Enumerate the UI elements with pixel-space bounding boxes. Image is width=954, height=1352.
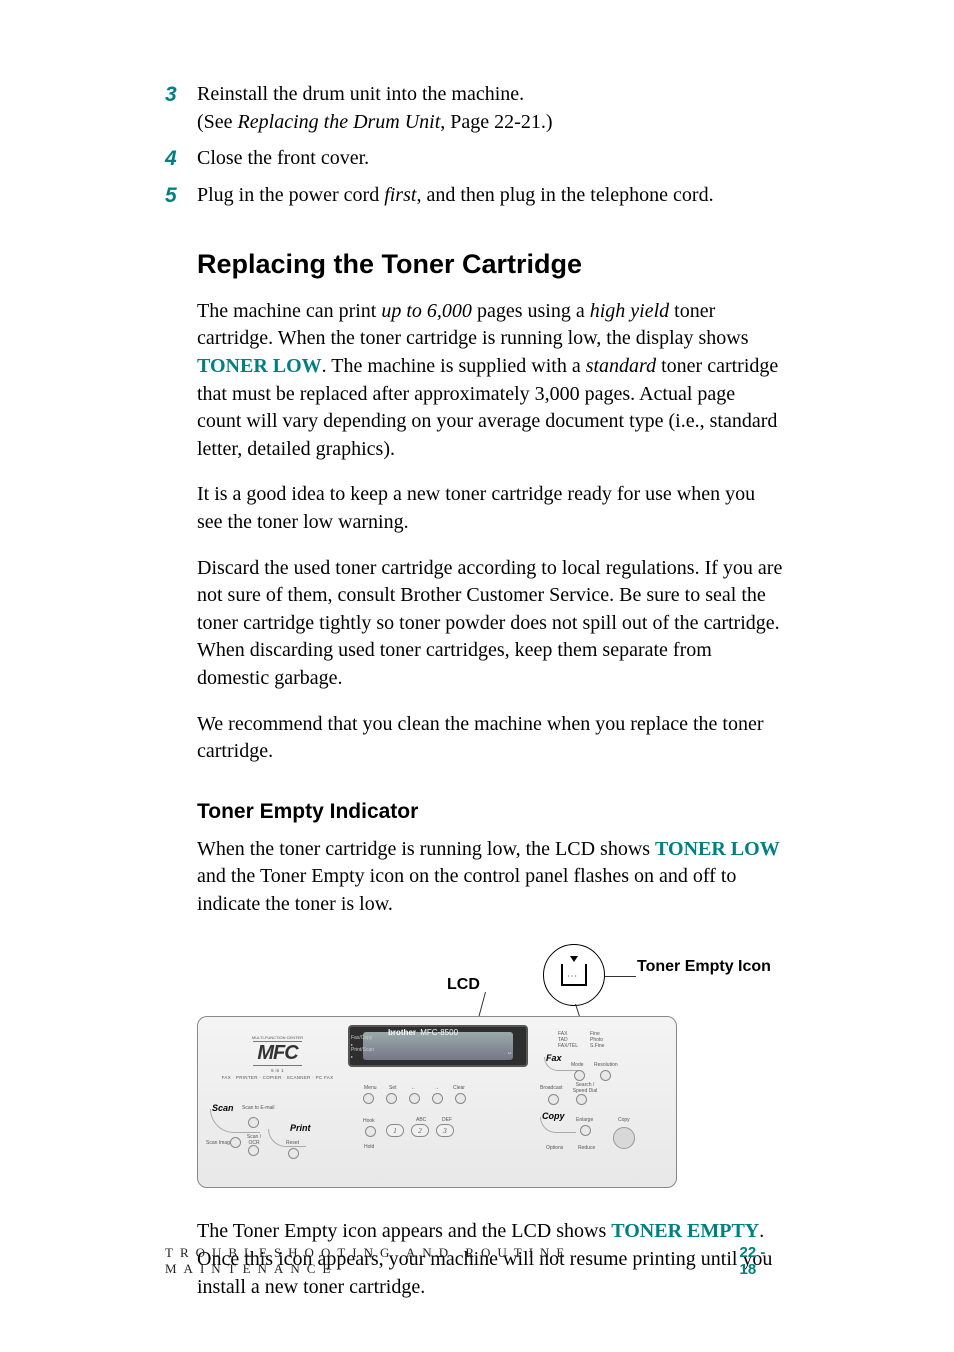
mfc-sub1: 5 in 1 [220, 1068, 335, 1073]
scan-label: Scan [212, 1103, 234, 1113]
scan-image-button[interactable] [230, 1137, 241, 1148]
dial-2[interactable]: 2 [411, 1124, 429, 1137]
nav-label-left: ← [411, 1085, 416, 1091]
resolution-button[interactable] [600, 1070, 611, 1081]
nav-label-menu: Menu [364, 1085, 377, 1091]
step-body: Reinstall the drum unit into the machine… [197, 80, 553, 136]
leader-line [605, 976, 636, 977]
copy-button[interactable] [613, 1127, 635, 1149]
broadcast-button[interactable] [548, 1094, 559, 1105]
step-4: 4 Close the front cover. [165, 144, 784, 173]
fax-item: FAX/TEL [558, 1043, 578, 1049]
mfc-logo: MFC [253, 1041, 301, 1066]
callout-toner-icon-label: Toner Empty Icon [637, 958, 771, 976]
enlarge-button[interactable] [580, 1125, 591, 1136]
scan-ocr-button[interactable] [248, 1145, 259, 1156]
mfc-top-text: MULTI-FUNCTION CENTER [220, 1035, 335, 1040]
hold-label: Hold [364, 1144, 374, 1150]
control-panel: brother MFC-8500 Fax/Copy ▸ Print/Scan ▸… [197, 1016, 677, 1188]
dial-3[interactable]: 3 [436, 1124, 454, 1137]
set-button[interactable] [386, 1093, 397, 1104]
step-3: 3 Reinstall the drum unit into the machi… [165, 80, 784, 136]
copy-label: Copy [542, 1111, 565, 1121]
heading-toner-empty-indicator: Toner Empty Indicator [197, 800, 784, 824]
brand-label: brother MFC-8500 [388, 1028, 458, 1037]
step-number: 4 [165, 144, 197, 173]
mfc-logo-block: MULTI-FUNCTION CENTER MFC 5 in 1 FAX · P… [220, 1035, 335, 1080]
step-5: 5 Plug in the power cord first, and then… [165, 181, 784, 210]
step-number: 3 [165, 80, 197, 136]
brand-text: brother [388, 1028, 416, 1037]
print-label: Print [290, 1123, 311, 1133]
step-list: 3 Reinstall the drum unit into the machi… [165, 80, 784, 211]
paragraph: The machine can print up to 6,000 pages … [197, 298, 784, 464]
footer-section-title: TROUBLESHOOTING AND ROUTINE MAINTENANCE [165, 1245, 726, 1277]
callout-lcd-label: LCD [447, 976, 480, 994]
dial-abc: ABC [416, 1117, 426, 1123]
enlarge-label: Enlarge [576, 1117, 593, 1123]
nav-label-set: Set [389, 1085, 397, 1091]
footer-page-number: 22 - 18 [740, 1244, 784, 1278]
broadcast-label: Broadcast [540, 1085, 563, 1091]
resolution-label: Resolution [594, 1062, 618, 1068]
fax-right-col: Fine Photo S.Fine [590, 1031, 604, 1049]
menu-button[interactable] [363, 1093, 374, 1104]
step-number: 5 [165, 181, 197, 210]
hook-button[interactable] [365, 1126, 376, 1137]
model-text: MFC-8500 [420, 1028, 458, 1037]
paragraph: Discard the used toner cartridge accordi… [197, 555, 784, 693]
mfc-sub2: FAX · PRINTER · COPIER · SCANNER · PC FA… [220, 1075, 335, 1080]
toner-empty-glyph: ··· [561, 964, 587, 986]
fax-item: S.Fine [590, 1043, 604, 1049]
lcd-side-sub: ▸ [351, 1054, 374, 1059]
dial-def: DEF [442, 1117, 452, 1123]
step-body: Close the front cover. [197, 144, 369, 173]
paragraph: When the toner cartridge is running low,… [197, 836, 784, 919]
step-body: Plug in the power cord first, and then p… [197, 181, 714, 210]
speed-dial-button[interactable] [576, 1094, 587, 1105]
page-footer: TROUBLESHOOTING AND ROUTINE MAINTENANCE … [165, 1244, 784, 1278]
speed-dial-label: Search / Speed Dial [570, 1082, 600, 1094]
right-button[interactable] [432, 1093, 443, 1104]
lcd-side-faxcopy: Fax/Copy [351, 1035, 374, 1042]
scan-image-label: Scan Image [206, 1140, 233, 1146]
fax-left-col: FAX TAD FAX/TEL [558, 1031, 578, 1049]
toner-empty-icon-enlarged: ··· [543, 944, 605, 1006]
paragraph: It is a good idea to keep a new toner ca… [197, 481, 784, 536]
nav-label-clear: Clear [453, 1085, 465, 1091]
lcd-toner-icon: ⎵ [508, 1045, 511, 1055]
scan-to-email-label: Scan to E-mail [242, 1105, 275, 1111]
lcd-side-printscan: Print/Scan [351, 1047, 374, 1054]
left-button[interactable] [409, 1093, 420, 1104]
reset-button[interactable] [288, 1148, 299, 1159]
lcd-side-labels: Fax/Copy ▸ Print/Scan ▸ [351, 1035, 374, 1058]
mode-label: Mode [571, 1062, 584, 1068]
reduce-label: Reduce [578, 1145, 595, 1151]
control-panel-figure: LCD ··· Toner Empty Icon brother MFC-850… [197, 936, 784, 1196]
toner-dots: ··· [567, 972, 578, 981]
paragraph: We recommend that you clean the machine … [197, 711, 784, 766]
copy-btn-label: Copy [618, 1117, 630, 1123]
heading-replacing-toner: Replacing the Toner Cartridge [197, 249, 784, 280]
dial-1[interactable]: 1 [386, 1124, 404, 1137]
hook-label: Hook [363, 1118, 375, 1124]
clear-button[interactable] [455, 1093, 466, 1104]
fax-label: Fax [546, 1053, 562, 1063]
options-label: Options [546, 1145, 563, 1151]
nav-label-right: → [434, 1085, 439, 1091]
mode-button[interactable] [574, 1070, 585, 1081]
